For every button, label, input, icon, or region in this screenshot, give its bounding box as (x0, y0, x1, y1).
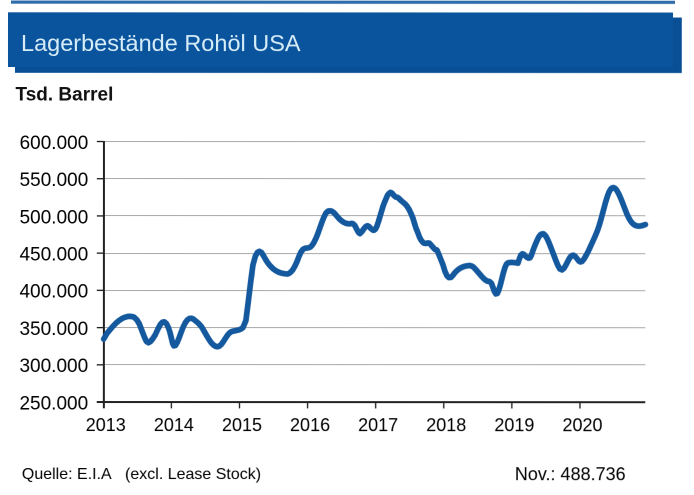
svg-text:550.000: 550.000 (20, 170, 89, 191)
svg-text:2014: 2014 (154, 415, 194, 435)
svg-text:2018: 2018 (426, 415, 466, 435)
svg-text:Quelle: E.I.A (excl. Lease S: Quelle: E.I.A (excl. Lease Stock) (22, 466, 261, 483)
svg-text:2013: 2013 (86, 415, 126, 435)
svg-text:500.000: 500.000 (20, 207, 89, 228)
svg-text:600.000: 600.000 (20, 133, 89, 154)
svg-text:Lagerbestände Rohöl USA: Lagerbestände Rohöl USA (21, 30, 301, 56)
svg-text:250.000: 250.000 (19, 393, 88, 414)
svg-text:450.000: 450.000 (20, 245, 89, 266)
svg-text:400.000: 400.000 (20, 282, 89, 303)
svg-text:2020: 2020 (562, 415, 602, 435)
svg-text:2017: 2017 (358, 415, 398, 435)
svg-text:2015: 2015 (222, 415, 262, 435)
svg-text:Nov.: 488.736: Nov.: 488.736 (515, 464, 626, 484)
svg-text:Tsd. Barrel: Tsd. Barrel (15, 84, 113, 105)
svg-text:2019: 2019 (494, 415, 534, 435)
svg-text:300.000: 300.000 (19, 356, 88, 377)
svg-text:350.000: 350.000 (19, 319, 88, 340)
svg-text:2016: 2016 (290, 415, 330, 435)
